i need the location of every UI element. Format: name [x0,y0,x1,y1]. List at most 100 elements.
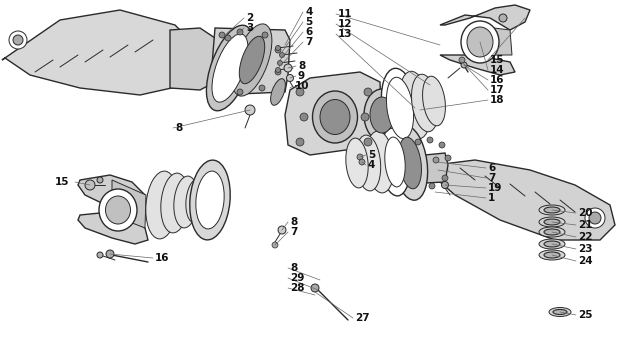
Polygon shape [440,55,515,75]
Ellipse shape [190,160,231,240]
Circle shape [311,284,319,292]
Ellipse shape [380,128,410,196]
Circle shape [287,74,294,82]
Text: 16: 16 [490,75,504,85]
Circle shape [357,154,363,160]
Circle shape [439,142,445,148]
Polygon shape [285,72,382,155]
Text: 17: 17 [490,85,505,95]
Ellipse shape [174,176,198,228]
Polygon shape [432,160,615,240]
Circle shape [445,155,451,161]
Circle shape [237,29,243,35]
Text: 8: 8 [298,61,305,71]
Text: 11: 11 [338,9,352,19]
Ellipse shape [366,131,394,193]
Ellipse shape [539,217,565,227]
Circle shape [296,88,304,96]
Text: 25: 25 [578,310,593,320]
Text: 15: 15 [55,177,69,187]
Ellipse shape [392,126,428,200]
Ellipse shape [423,76,446,126]
Text: 29: 29 [290,273,305,283]
Circle shape [296,138,304,146]
Ellipse shape [553,309,567,315]
Polygon shape [2,10,200,95]
Ellipse shape [544,219,560,225]
Text: 27: 27 [355,313,370,323]
Text: 7: 7 [488,173,496,183]
Circle shape [275,47,281,53]
Circle shape [272,242,278,248]
Circle shape [245,105,255,115]
Polygon shape [112,180,146,228]
Circle shape [13,35,23,45]
Text: 4: 4 [368,160,375,170]
Polygon shape [440,5,530,30]
Circle shape [359,159,365,165]
Text: 2: 2 [246,13,253,23]
Polygon shape [422,153,448,183]
Circle shape [441,182,449,188]
Text: 28: 28 [290,283,305,293]
Ellipse shape [346,138,368,188]
Circle shape [275,69,281,75]
Ellipse shape [370,97,394,133]
Ellipse shape [539,227,565,237]
Ellipse shape [146,171,178,239]
Circle shape [459,57,465,63]
Text: 1: 1 [488,193,495,203]
Circle shape [225,35,231,41]
Circle shape [97,252,103,258]
Circle shape [237,89,243,95]
Circle shape [276,68,281,72]
Text: 6: 6 [305,27,312,37]
Text: 4: 4 [305,7,312,17]
Ellipse shape [412,74,439,132]
Circle shape [85,180,95,190]
Text: 16: 16 [155,253,169,263]
Circle shape [278,226,286,234]
Text: 8: 8 [290,217,297,227]
Polygon shape [78,212,148,244]
Circle shape [364,88,372,96]
Ellipse shape [212,34,248,102]
Ellipse shape [399,137,421,189]
Text: 9: 9 [298,71,305,81]
Ellipse shape [355,135,381,191]
Circle shape [284,64,292,72]
Text: 6: 6 [488,163,495,173]
Text: 5: 5 [368,150,375,160]
Ellipse shape [381,68,418,148]
Ellipse shape [239,36,265,84]
Circle shape [461,62,467,68]
Text: 7: 7 [290,227,297,237]
Text: 5: 5 [305,17,312,27]
Ellipse shape [206,25,253,111]
Ellipse shape [232,24,272,96]
Ellipse shape [399,71,431,139]
Circle shape [97,177,103,183]
Ellipse shape [544,241,560,247]
Circle shape [585,208,605,228]
Ellipse shape [461,21,499,63]
Text: 15: 15 [490,55,504,65]
Text: 18: 18 [490,95,504,105]
Text: 3: 3 [246,23,253,33]
Circle shape [415,139,421,145]
Circle shape [106,250,114,258]
Polygon shape [170,28,218,90]
Circle shape [219,32,225,38]
Text: 23: 23 [578,244,593,254]
Text: 13: 13 [338,29,352,39]
Ellipse shape [544,229,560,235]
Ellipse shape [364,89,400,141]
Circle shape [9,31,27,49]
Ellipse shape [539,205,565,215]
Text: 12: 12 [338,19,352,29]
Polygon shape [78,175,148,215]
Polygon shape [470,25,512,55]
Circle shape [277,61,282,66]
Circle shape [427,137,433,143]
Circle shape [361,113,369,121]
